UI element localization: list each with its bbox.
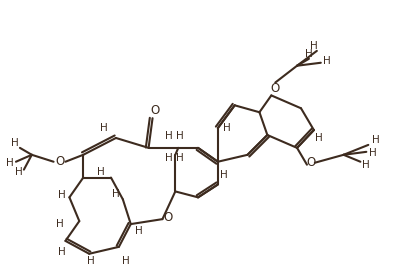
Text: H: H: [112, 189, 120, 199]
Text: H: H: [58, 191, 65, 200]
Text: H: H: [223, 123, 231, 133]
Text: H: H: [305, 49, 313, 59]
Text: H: H: [363, 160, 370, 170]
Text: H: H: [310, 41, 318, 51]
Text: H: H: [100, 123, 108, 133]
Text: H: H: [176, 131, 184, 141]
Text: H: H: [87, 256, 95, 266]
Text: H: H: [315, 133, 323, 143]
Text: O: O: [306, 156, 316, 169]
Text: H: H: [164, 153, 172, 163]
Text: H: H: [323, 56, 330, 66]
Text: H: H: [6, 158, 14, 168]
Text: H: H: [97, 167, 105, 177]
Text: O: O: [55, 155, 64, 168]
Text: H: H: [220, 170, 228, 180]
Text: H: H: [369, 148, 377, 158]
Text: H: H: [55, 219, 63, 229]
Text: O: O: [164, 211, 173, 224]
Text: O: O: [271, 82, 280, 95]
Text: H: H: [164, 131, 172, 141]
Text: H: H: [58, 247, 65, 257]
Text: H: H: [15, 167, 23, 177]
Text: H: H: [372, 135, 380, 145]
Text: H: H: [176, 153, 184, 163]
Text: H: H: [135, 226, 143, 236]
Text: O: O: [150, 104, 159, 117]
Text: H: H: [122, 256, 130, 266]
Text: H: H: [11, 138, 19, 148]
